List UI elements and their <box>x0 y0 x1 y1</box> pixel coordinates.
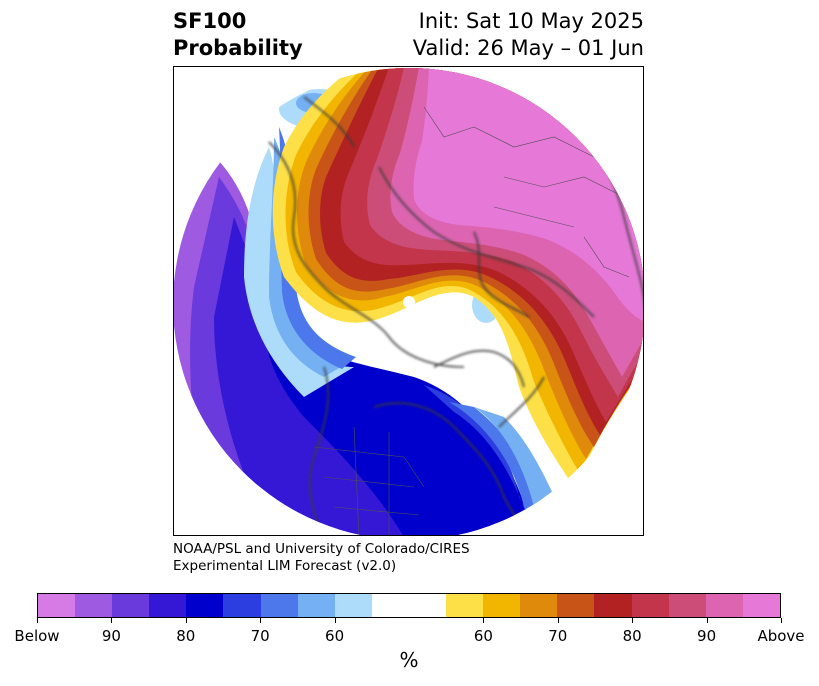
colorbar-segment <box>483 594 521 617</box>
colorbar-segment <box>742 594 780 617</box>
colorbar-segment <box>149 594 187 617</box>
colorbar-segment <box>520 594 558 617</box>
credit-line-1: NOAA/PSL and University of Colorado/CIRE… <box>173 541 470 557</box>
colorbar <box>37 593 781 618</box>
colorbar-segment <box>260 594 298 617</box>
colorbar-segment <box>297 594 335 617</box>
colorbar-tick-mark <box>111 618 113 623</box>
colorbar-segment <box>408 594 447 617</box>
title-line-2: Probability <box>173 36 303 60</box>
map-title: SF100 Probability <box>173 8 303 62</box>
colorbar-segment <box>446 594 484 617</box>
colorbar-segment <box>112 594 150 617</box>
colorbar-tick-mark <box>706 618 708 623</box>
colorbar-segment <box>223 594 261 617</box>
colorbar-segment <box>631 594 669 617</box>
colorbar-segment <box>371 594 409 617</box>
colorbar-tick-label: 90 <box>697 627 717 645</box>
colorbar-tick-mark <box>483 618 485 623</box>
probability-field <box>174 68 643 535</box>
colorbar-segment <box>186 594 224 617</box>
colorbar-tick-label: 70 <box>548 627 568 645</box>
colorbar-tick-mark <box>334 618 336 623</box>
colorbar-tick-label: 60 <box>325 627 345 645</box>
forecast-dates: Init: Sat 10 May 2025 Valid: 26 May – 01… <box>413 8 644 62</box>
colorbar-segment <box>594 594 632 617</box>
colorbar-segment <box>334 594 372 617</box>
colorbar-segment <box>557 594 595 617</box>
credit-line-2: Experimental LIM Forecast (v2.0) <box>173 558 397 574</box>
colorbar-tick-mark <box>260 618 262 623</box>
colorbar-segment <box>668 594 706 617</box>
colorbar-segment <box>38 594 76 617</box>
colorbar-segment <box>75 594 113 617</box>
colorbar-tick-mark <box>557 618 559 623</box>
colorbar-segment <box>705 594 743 617</box>
colorbar-tick-label: 60 <box>473 627 493 645</box>
data-credit: NOAA/PSL and University of Colorado/CIRE… <box>173 541 470 575</box>
init-date: Init: Sat 10 May 2025 <box>418 9 644 33</box>
title-line-1: SF100 <box>173 9 247 33</box>
map-panel <box>173 66 644 536</box>
colorbar-tick-mark <box>185 618 187 623</box>
colorbar-tick-mark <box>781 618 782 623</box>
colorbar-tick-label: 70 <box>250 627 270 645</box>
colorbar-tick-label: 80 <box>176 627 196 645</box>
colorbar-tick-label: Below <box>14 627 60 645</box>
colorbar-tick-label: Above <box>757 627 805 645</box>
colorbar-unit: % <box>399 648 419 672</box>
colorbar-tick-label: 80 <box>622 627 642 645</box>
colorbar-tick-label: 90 <box>101 627 121 645</box>
colorbar-tick-mark <box>37 618 38 623</box>
borders <box>313 106 630 535</box>
colorbar-tick-mark <box>632 618 634 623</box>
valid-period: Valid: 26 May – 01 Jun <box>412 36 644 60</box>
polar-map <box>174 68 643 535</box>
